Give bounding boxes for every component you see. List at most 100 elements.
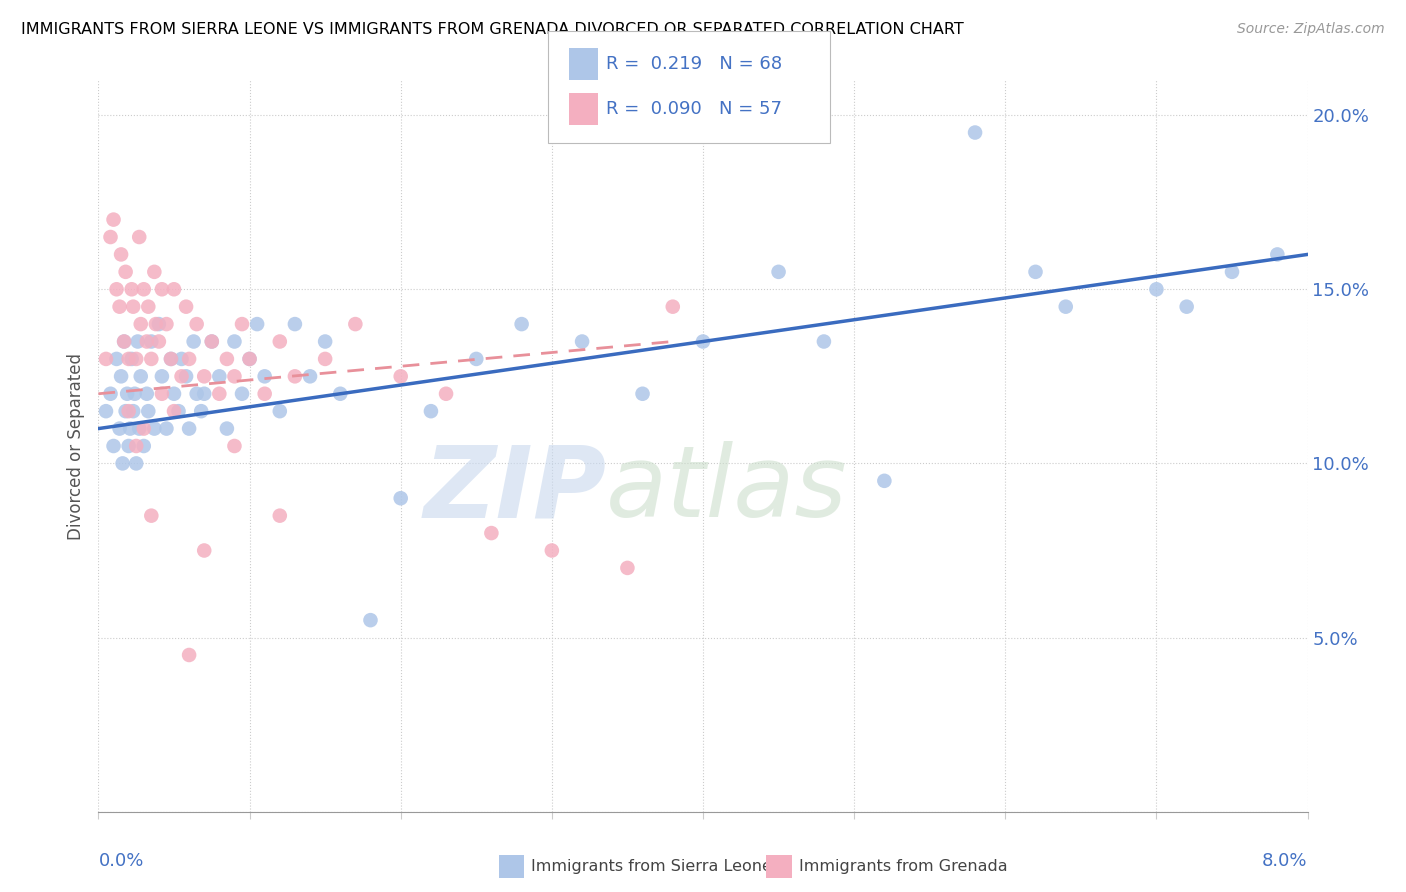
Point: [167, 404, 190, 418]
Point: [129, 317, 152, 331]
Point: [150, 386, 173, 401]
Point: [239, 351, 262, 366]
Point: [108, 300, 131, 314]
Point: [465, 351, 488, 366]
Y-axis label: Divorced or Separated: Divorced or Separated: [66, 352, 84, 540]
Point: [122, 404, 145, 418]
Point: [224, 439, 246, 453]
Point: [1024, 265, 1046, 279]
Point: [571, 334, 593, 349]
Point: [121, 282, 143, 296]
Point: [314, 334, 336, 349]
Point: [813, 334, 835, 349]
Point: [145, 317, 167, 331]
Point: [284, 317, 307, 331]
Point: [129, 369, 152, 384]
Point: [269, 334, 291, 349]
Point: [246, 317, 269, 331]
Text: Immigrants from Grenada: Immigrants from Grenada: [799, 859, 1007, 873]
Point: [190, 404, 212, 418]
Point: [143, 265, 166, 279]
Point: [873, 474, 896, 488]
Point: [269, 404, 291, 418]
Point: [965, 126, 987, 140]
Point: [186, 317, 208, 331]
Point: [1054, 300, 1077, 314]
Text: R =  0.219   N = 68: R = 0.219 N = 68: [606, 55, 782, 73]
Text: 0.0%: 0.0%: [98, 852, 143, 870]
Point: [155, 421, 177, 435]
Point: [160, 351, 183, 366]
Point: [208, 386, 231, 401]
Point: [135, 334, 157, 349]
Point: [125, 457, 148, 471]
Point: [114, 265, 136, 279]
Point: [112, 334, 135, 349]
Point: [118, 439, 141, 453]
Point: [314, 351, 336, 366]
Point: [179, 648, 201, 662]
Point: [269, 508, 291, 523]
Point: [344, 317, 367, 331]
Point: [692, 334, 714, 349]
Text: atlas: atlas: [606, 442, 848, 539]
Point: [193, 386, 215, 401]
Point: [136, 300, 159, 314]
Point: [170, 351, 193, 366]
Point: [112, 334, 135, 349]
Point: [768, 265, 790, 279]
Point: [118, 351, 141, 366]
Point: [115, 386, 138, 401]
Text: ZIP: ZIP: [423, 442, 606, 539]
Point: [631, 386, 654, 401]
Point: [132, 421, 155, 435]
Point: [201, 334, 224, 349]
Point: [253, 386, 276, 401]
Point: [105, 282, 128, 296]
Point: [111, 457, 134, 471]
Point: [481, 526, 503, 541]
Point: [389, 491, 412, 506]
Point: [124, 386, 146, 401]
Point: [143, 421, 166, 435]
Point: [155, 317, 177, 331]
Point: [128, 230, 150, 244]
Point: [510, 317, 533, 331]
Point: [1267, 247, 1289, 261]
Point: [163, 404, 186, 418]
Point: [114, 404, 136, 418]
Point: [132, 439, 155, 453]
Point: [239, 351, 262, 366]
Point: [224, 334, 246, 349]
Point: [105, 351, 128, 366]
Point: [135, 386, 157, 401]
Point: [208, 369, 231, 384]
Point: [136, 404, 159, 418]
Point: [360, 613, 382, 627]
Point: [389, 369, 412, 384]
Point: [231, 386, 253, 401]
Point: [94, 404, 117, 418]
Point: [215, 421, 238, 435]
Point: [661, 300, 683, 314]
Point: [141, 508, 163, 523]
Text: Immigrants from Sierra Leone: Immigrants from Sierra Leone: [531, 859, 772, 873]
Point: [616, 561, 638, 575]
Point: [121, 351, 143, 366]
Point: [174, 369, 197, 384]
Point: [299, 369, 322, 384]
Point: [231, 317, 253, 331]
Point: [128, 421, 150, 435]
Text: IMMIGRANTS FROM SIERRA LEONE VS IMMIGRANTS FROM GRENADA DIVORCED OR SEPARATED CO: IMMIGRANTS FROM SIERRA LEONE VS IMMIGRAN…: [21, 22, 965, 37]
Text: R =  0.090   N = 57: R = 0.090 N = 57: [606, 100, 782, 118]
Point: [170, 369, 193, 384]
Point: [125, 351, 148, 366]
Point: [1175, 300, 1198, 314]
Point: [100, 230, 122, 244]
Point: [186, 386, 208, 401]
Point: [120, 421, 142, 435]
Point: [174, 300, 197, 314]
Point: [1146, 282, 1168, 296]
Point: [108, 421, 131, 435]
Point: [179, 421, 201, 435]
